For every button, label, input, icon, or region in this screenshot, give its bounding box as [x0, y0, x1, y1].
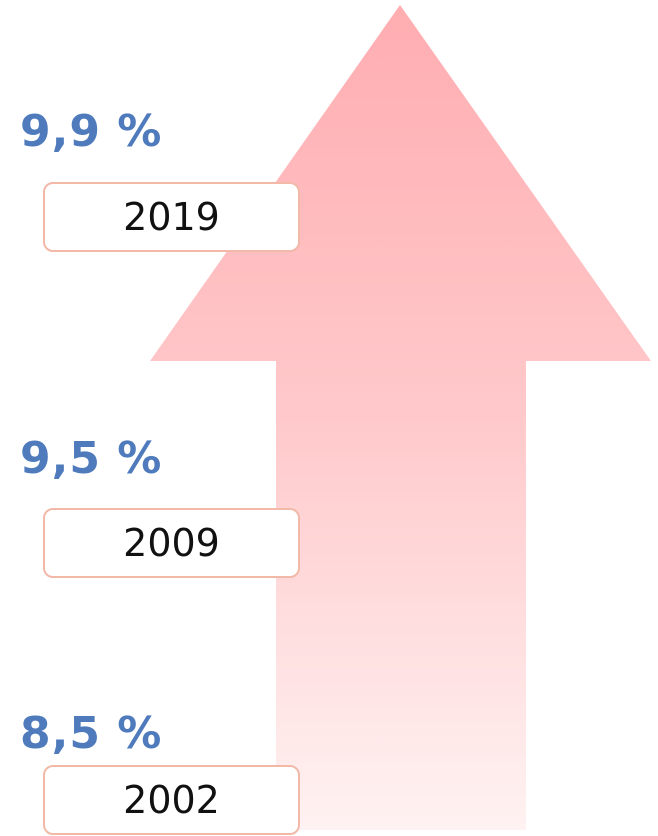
year-label: 2019	[123, 195, 220, 239]
up-arrow	[150, 5, 651, 830]
year-box: 2009	[43, 508, 300, 578]
year-label: 2009	[123, 521, 220, 565]
year-label: 2002	[123, 778, 220, 822]
value-label: 9,9 %	[20, 106, 163, 157]
year-box: 2019	[43, 182, 300, 252]
value-label: 9,5 %	[20, 433, 163, 484]
value-label: 8,5 %	[20, 708, 163, 759]
year-box: 2002	[43, 765, 300, 835]
